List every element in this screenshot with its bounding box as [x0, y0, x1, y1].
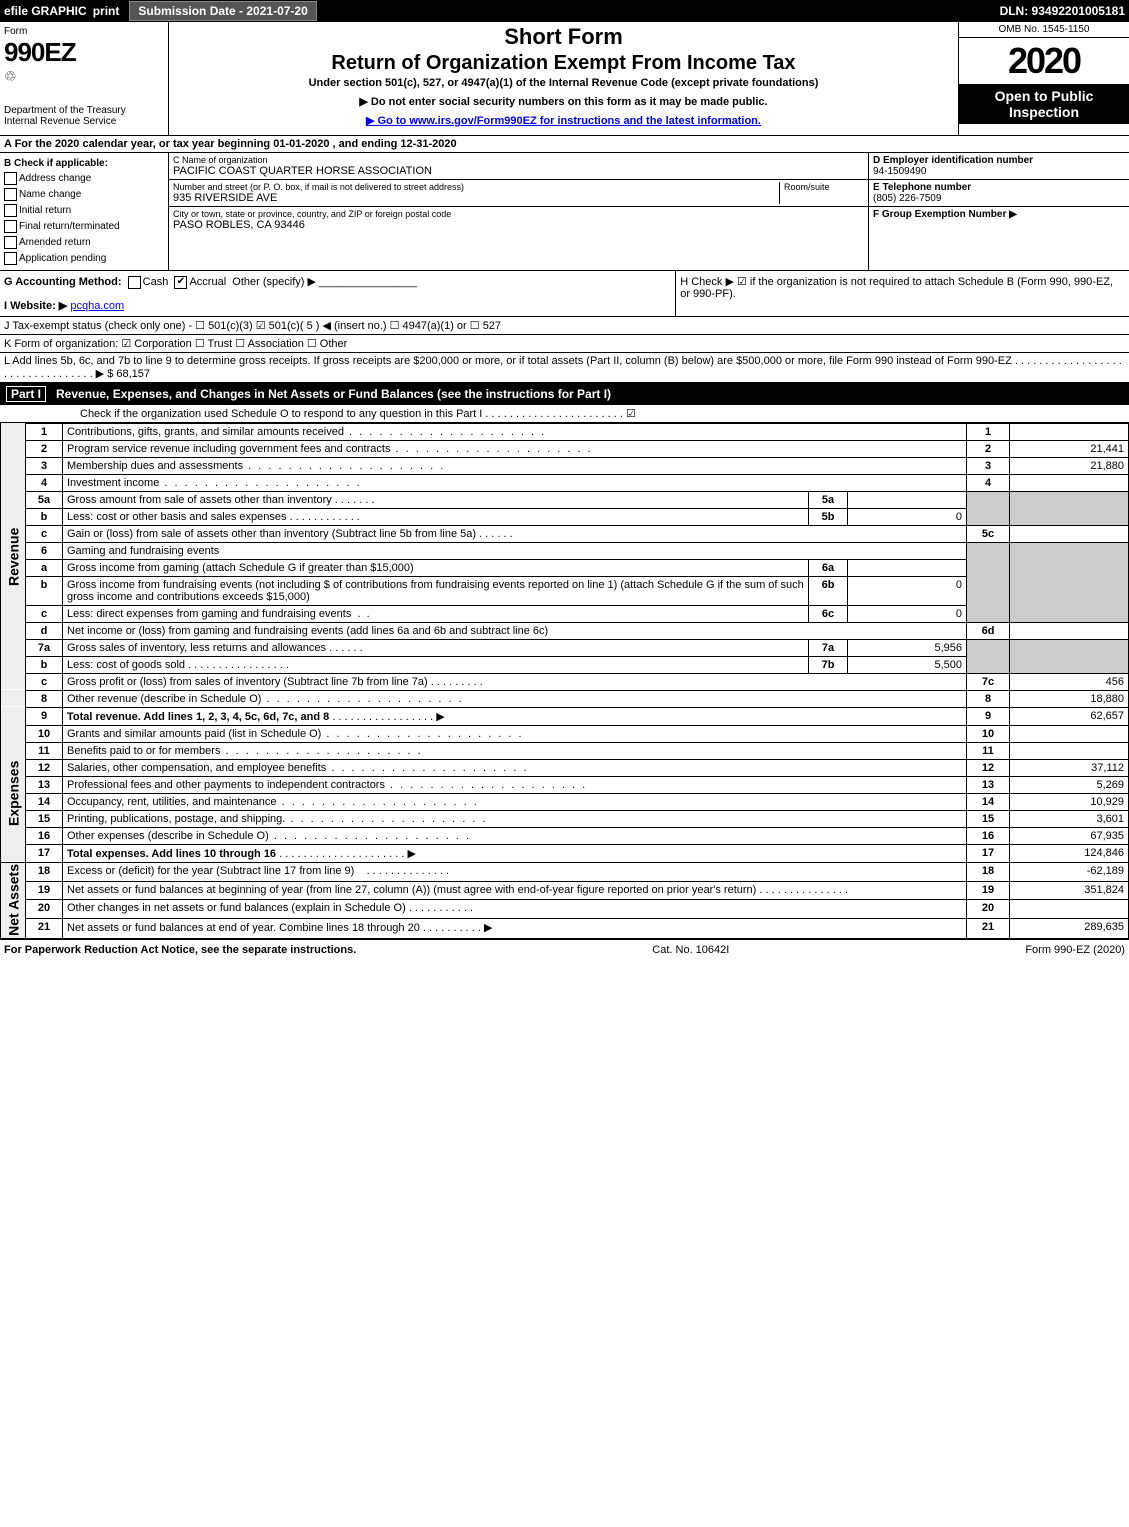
recycle-icon: ♲: [4, 68, 164, 85]
dept-irs: Internal Revenue Service: [4, 116, 164, 127]
phone-label: E Telephone number: [873, 182, 1125, 193]
row-gih: G Accounting Method: Cash ✔Accrual Other…: [0, 271, 1129, 317]
group-exemption-label: F Group Exemption Number ▶: [873, 209, 1017, 220]
open-public-line2: Inspection: [963, 104, 1125, 120]
top-bar: efile GRAPHIC print Submission Date - 20…: [0, 0, 1129, 22]
section-l: L Add lines 5b, 6c, and 7b to line 9 to …: [0, 353, 1129, 383]
row-a-tax-year: A For the 2020 calendar year, or tax yea…: [0, 136, 1129, 153]
header-right: OMB No. 1545-1150 2020 Open to Public In…: [958, 22, 1129, 135]
accounting-method: G Accounting Method: Cash ✔Accrual Other…: [4, 275, 671, 289]
irs-link[interactable]: ▶ Go to www.irs.gov/Form990EZ for instru…: [366, 115, 761, 127]
dln-label: DLN: 93492201005181: [1000, 4, 1125, 18]
street-value: 935 RIVERSIDE AVE: [173, 192, 779, 204]
open-to-public: Open to Public Inspection: [959, 84, 1129, 124]
page-footer: For Paperwork Reduction Act Notice, see …: [0, 939, 1129, 960]
open-public-line1: Open to Public: [963, 88, 1125, 104]
website-link[interactable]: pcqha.com: [70, 300, 124, 312]
omb-number: OMB No. 1545-1150: [959, 22, 1129, 38]
section-k: K Form of organization: ☑ Corporation ☐ …: [0, 335, 1129, 353]
form-header: Form 990EZ ♲ Department of the Treasury …: [0, 22, 1129, 136]
under-section: Under section 501(c), 527, or 4947(a)(1)…: [175, 77, 952, 89]
form-number: 990EZ: [4, 37, 164, 68]
section-b-title: B Check if applicable:: [4, 158, 164, 169]
tax-year: 2020: [959, 38, 1129, 84]
footer-notice: For Paperwork Reduction Act Notice, see …: [4, 944, 356, 956]
section-c: C Name of organization PACIFIC COAST QUA…: [169, 153, 868, 270]
check-amended[interactable]: Amended return: [4, 236, 164, 249]
part1-title: Revenue, Expenses, and Changes in Net As…: [56, 387, 611, 401]
part1-checkline: Check if the organization used Schedule …: [0, 405, 1129, 423]
section-b: B Check if applicable: Address change Na…: [0, 153, 169, 270]
footer-catno: Cat. No. 10642I: [652, 944, 729, 956]
short-form-title: Short Form: [175, 24, 952, 50]
expenses-sidebar: Expenses: [1, 725, 26, 862]
revenue-sidebar: Revenue: [1, 423, 26, 690]
netassets-sidebar: Net Assets: [1, 862, 26, 939]
section-def: D Employer identification number 94-1509…: [868, 153, 1129, 270]
check-initial-return[interactable]: Initial return: [4, 204, 164, 217]
header-center: Short Form Return of Organization Exempt…: [169, 22, 958, 135]
goto-link[interactable]: ▶ Go to www.irs.gov/Form990EZ for instru…: [175, 114, 952, 127]
part1-header: Part I Revenue, Expenses, and Changes in…: [0, 383, 1129, 405]
print-link[interactable]: print: [93, 4, 120, 18]
street-label: Number and street (or P. O. box, if mail…: [173, 182, 779, 192]
ein-label: D Employer identification number: [873, 155, 1125, 166]
efile-label: efile GRAPHIC: [4, 4, 87, 18]
city-label: City or town, state or province, country…: [173, 209, 864, 219]
phone-value: (805) 226-7509: [873, 193, 1125, 204]
org-name: PACIFIC COAST QUARTER HORSE ASSOCIATION: [173, 165, 864, 177]
part1-table: Revenue 1 Contributions, gifts, grants, …: [0, 423, 1129, 940]
check-final-return[interactable]: Final return/terminated: [4, 220, 164, 233]
website-row: I Website: ▶ pcqha.com: [4, 299, 671, 312]
section-h: H Check ▶ ☑ if the organization is not r…: [675, 271, 1129, 316]
submission-date: Submission Date - 2021-07-20: [129, 1, 316, 21]
header-left: Form 990EZ ♲ Department of the Treasury …: [0, 22, 169, 135]
section-j: J Tax-exempt status (check only one) - ☐…: [0, 317, 1129, 335]
part1-label: Part I: [6, 386, 46, 402]
city-value: PASO ROBLES, CA 93446: [173, 219, 864, 231]
check-pending[interactable]: Application pending: [4, 252, 164, 265]
form-word: Form: [4, 26, 164, 37]
section-g-i: G Accounting Method: Cash ✔Accrual Other…: [0, 271, 675, 316]
info-block: B Check if applicable: Address change Na…: [0, 153, 1129, 271]
return-title: Return of Organization Exempt From Incom…: [175, 52, 952, 75]
check-name-change[interactable]: Name change: [4, 188, 164, 201]
ein-value: 94-1509490: [873, 166, 1125, 177]
do-not-enter: ▶ Do not enter social security numbers o…: [175, 95, 952, 108]
org-name-label: C Name of organization: [173, 155, 864, 165]
footer-formref: Form 990-EZ (2020): [1025, 944, 1125, 956]
check-address-change[interactable]: Address change: [4, 172, 164, 185]
dept-treasury: Department of the Treasury: [4, 105, 164, 116]
room-label: Room/suite: [784, 182, 864, 192]
